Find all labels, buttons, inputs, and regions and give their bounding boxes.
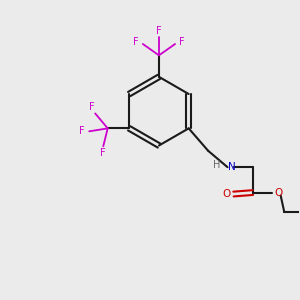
Text: F: F — [79, 126, 85, 136]
Text: F: F — [100, 148, 106, 158]
Text: O: O — [223, 189, 231, 199]
Text: F: F — [179, 38, 184, 47]
Text: F: F — [134, 38, 139, 47]
Text: O: O — [275, 188, 283, 198]
Text: H: H — [213, 160, 221, 170]
Text: F: F — [89, 102, 95, 112]
Text: F: F — [156, 26, 162, 36]
Text: N: N — [228, 162, 236, 172]
